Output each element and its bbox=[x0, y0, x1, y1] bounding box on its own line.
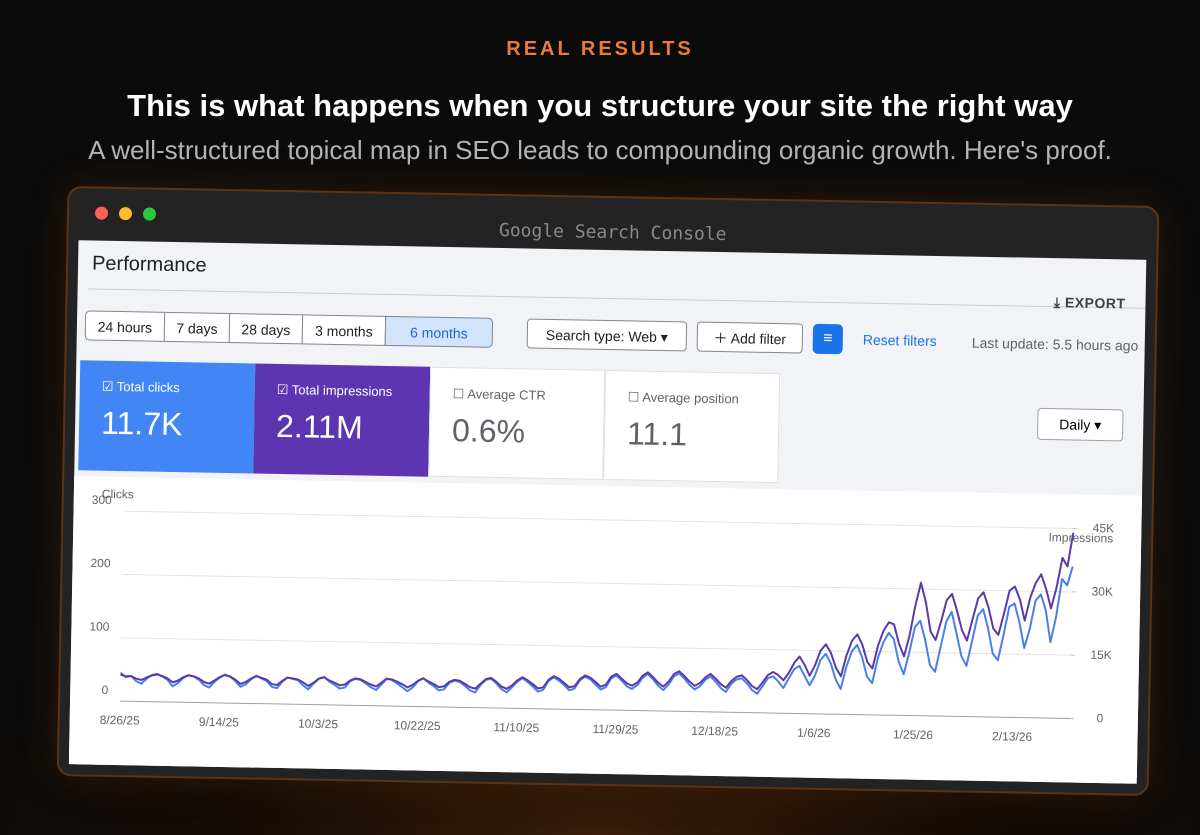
metric-card[interactable]: ☑ Total impressions 2.11M bbox=[253, 363, 431, 477]
y-tick-label: 300 bbox=[92, 493, 113, 507]
y2-tick-label: 15K bbox=[1090, 648, 1112, 662]
metric-label: ☑ Total impressions bbox=[276, 381, 393, 400]
metric-label: ☑ Total clicks bbox=[101, 378, 180, 396]
y-tick-label: 100 bbox=[89, 619, 110, 633]
x-tick-label: 11/10/25 bbox=[493, 720, 539, 735]
search-type[interactable]: Search type: Web ▾ bbox=[526, 318, 688, 352]
browser-window: Google Search Console Performance ⤓ EXPO… bbox=[56, 186, 1160, 796]
metric-value: 11.1 bbox=[626, 415, 688, 453]
x-tick-label: 11/29/25 bbox=[592, 722, 638, 737]
x-tick-label: 12/18/25 bbox=[691, 724, 738, 739]
x-tick-label: 1/25/26 bbox=[893, 727, 934, 742]
export-label[interactable]: EXPORT bbox=[1064, 294, 1126, 312]
metric-card[interactable]: ☐ Average position 11.1 bbox=[603, 369, 781, 484]
x-tick-label: 10/22/25 bbox=[394, 718, 441, 733]
subheadline: A well-structured topical map in SEO lea… bbox=[88, 135, 1112, 165]
y2-axis-title: Impressions bbox=[1048, 530, 1113, 545]
last-update: Last update: 5.5 hours ago bbox=[971, 334, 1139, 354]
metric-value: 11.7K bbox=[100, 404, 183, 443]
add-filter[interactable]: ＋ Add filter bbox=[696, 321, 804, 354]
add-filter-label[interactable]: Add filter bbox=[730, 330, 787, 348]
eyebrow: REAL RESULTS bbox=[506, 38, 694, 60]
grid-line bbox=[121, 637, 1072, 656]
y2-tick-label: 30K bbox=[1091, 584, 1113, 598]
range-button[interactable]: 28 days bbox=[228, 313, 304, 345]
range-button[interactable]: 7 days bbox=[163, 311, 231, 344]
metric-value: 2.11M bbox=[275, 407, 364, 446]
range-button[interactable]: 3 months bbox=[301, 314, 387, 346]
headline: This is what happens when you structure … bbox=[127, 88, 1073, 123]
divider bbox=[87, 288, 1146, 309]
grid-line bbox=[120, 700, 1070, 720]
y2-tick-label: 45K bbox=[1093, 521, 1115, 535]
search-type-label[interactable]: Search type: Web bbox=[545, 326, 658, 345]
x-tick-label: 10/3/25 bbox=[298, 717, 339, 732]
export-button[interactable]: ⤓ EXPORT bbox=[1053, 294, 1126, 312]
series-line bbox=[119, 566, 1074, 695]
page-heading: Performance bbox=[91, 252, 207, 277]
console-panel: Performance ⤓ EXPORT Search type: Web ▾ … bbox=[68, 240, 1147, 784]
filter-icon[interactable]: ≡ bbox=[812, 323, 844, 355]
y2-tick-label: 0 bbox=[1096, 711, 1103, 725]
metric-card[interactable]: ☐ Average CTR 0.6% bbox=[428, 366, 606, 480]
grid-line bbox=[122, 573, 1073, 593]
granularity-label[interactable]: Daily bbox=[1059, 416, 1091, 433]
chart: Clicks Impressions 0 100 200 300 0 15K 30K 45K 8… bbox=[89, 487, 1115, 744]
granularity-select[interactable]: Daily ▾ bbox=[1037, 407, 1124, 442]
x-tick-label: 8/26/25 bbox=[100, 713, 141, 728]
metric-label: ☐ Average position bbox=[627, 389, 740, 407]
y-tick-label: 200 bbox=[90, 556, 111, 570]
y-axis-title: Clicks bbox=[102, 487, 134, 502]
range-button[interactable]: 6 months bbox=[384, 315, 494, 348]
series-line bbox=[120, 532, 1075, 691]
x-tick-label: 2/13/26 bbox=[992, 729, 1033, 744]
reset-filters[interactable]: Reset filters bbox=[862, 331, 937, 349]
x-tick-label: 1/6/26 bbox=[797, 726, 831, 741]
range-button[interactable]: 24 hours bbox=[84, 310, 166, 342]
grid-line bbox=[123, 510, 1074, 530]
x-tick-label: 9/14/25 bbox=[199, 715, 240, 730]
metric-card[interactable]: ☑ Total clicks 11.7K bbox=[78, 360, 256, 474]
y-tick-label: 0 bbox=[101, 683, 108, 697]
metric-value: 0.6% bbox=[451, 412, 526, 450]
chart-area: Clicks Impressions 0 100 200 300 0 15K 30K 45K 8… bbox=[68, 476, 1143, 784]
metric-label: ☐ Average CTR bbox=[452, 386, 546, 403]
